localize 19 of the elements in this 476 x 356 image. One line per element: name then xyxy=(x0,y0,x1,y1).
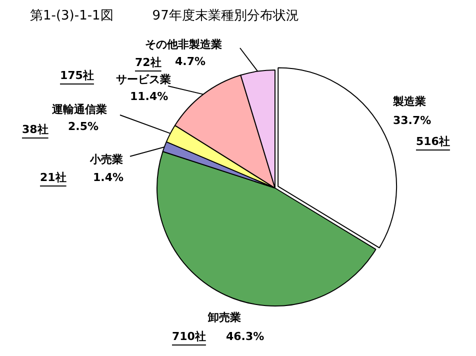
text: 21社 xyxy=(40,170,66,184)
data-label: 2.5% xyxy=(68,120,99,133)
slice-label: その他非製造業 xyxy=(145,38,222,51)
data-label: 33.7% xyxy=(393,114,432,127)
text: 710社 xyxy=(172,330,206,343)
slice-label: 運輸通信業 xyxy=(51,102,107,116)
text: 516社 xyxy=(416,134,450,148)
data-label: 11.4% xyxy=(130,90,168,103)
chart-title: 第1-(3)-1-1図 97年度末業種別分布状況 xyxy=(30,7,299,24)
data-label: 1.4% xyxy=(93,170,124,184)
slice-label: 卸売業 xyxy=(207,310,241,324)
data-label: 4.7% xyxy=(175,54,206,68)
slice-label: 小売業 xyxy=(89,152,123,166)
legend-label: サービス業 xyxy=(116,72,171,86)
data-label: 46.3% xyxy=(226,330,264,343)
text: 175社 xyxy=(60,68,94,82)
text: 38社 xyxy=(22,122,48,136)
slice-label: 製造業 xyxy=(392,94,426,108)
text: 72社 xyxy=(135,56,162,69)
